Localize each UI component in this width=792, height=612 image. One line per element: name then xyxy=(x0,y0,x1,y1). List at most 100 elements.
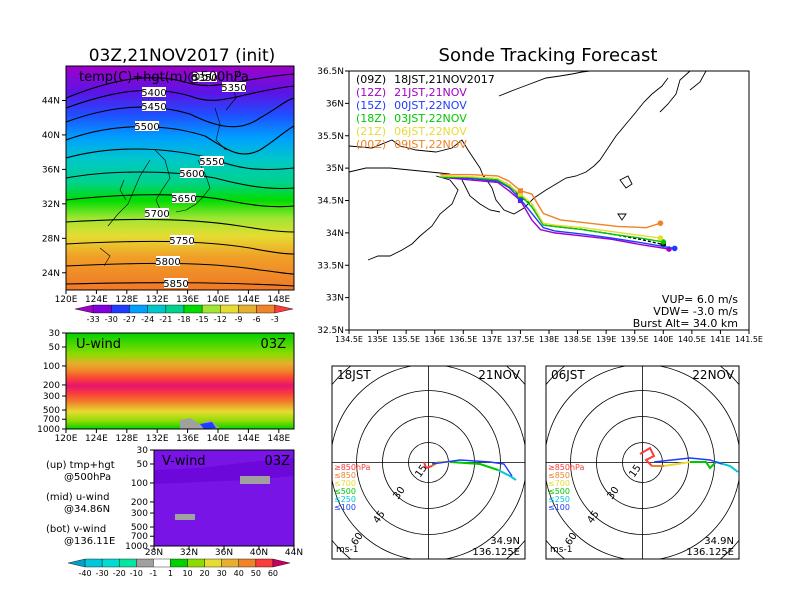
lon-tick-label: 139E xyxy=(596,335,616,344)
note-line: (mid) u-wind xyxy=(46,492,109,503)
temperature-colorbar: -33 -30 -27 -24 -21 -18 -15 -12 -9 -6 -3 xyxy=(74,304,294,324)
hodograph-22nov: 15 30 45 60 06JST 22NOV ≥850hPa ≤850 ≤70… xyxy=(545,365,740,560)
lon-tick-label: 144E xyxy=(237,434,260,444)
pressure-tick-label: 300 xyxy=(131,509,148,519)
lat-tick-label: 36.5N xyxy=(317,67,344,77)
colorbar-swatch xyxy=(129,304,148,314)
vwind-lat-axis: 28N 32N 36N 40N 44N xyxy=(145,546,303,558)
lon-tick-label: 139.5E xyxy=(621,335,649,344)
lon-tick-label: 128E xyxy=(115,295,138,305)
pressure-tick-label: 200 xyxy=(43,381,60,391)
contour-label: 5650 xyxy=(171,194,196,205)
contour-label: 5700 xyxy=(144,209,169,220)
colorbar-label: -12 xyxy=(214,315,227,324)
note-line: @136.11E xyxy=(64,536,115,547)
burst-marker xyxy=(517,191,523,197)
lon-tick-label: 140E xyxy=(207,295,230,305)
colorbar-label: 50 xyxy=(251,569,261,578)
contour-label: 5850 xyxy=(163,279,188,290)
vup-param: VUP= 6.0 m/s xyxy=(662,293,738,306)
level-label: ≤100 xyxy=(548,503,570,512)
lon-tick-label: 124E xyxy=(85,295,108,305)
contour-label: 5550 xyxy=(199,157,224,168)
legend-entry-18z: (18Z) 03JST,22NOV xyxy=(356,112,467,125)
note-line: @500hPa xyxy=(64,472,111,483)
note-line: (up) tmp+hgt xyxy=(46,460,115,471)
lon-tick-label: 148E xyxy=(267,295,290,305)
level-legend: ≥850hPa ≤850 ≤700 ≤500 ≤250 ≤100 xyxy=(548,463,585,512)
temperature-map: 5350 5350 5400 5450 5500 5550 5600 5650 … xyxy=(65,65,295,291)
colorbar-label: -10 xyxy=(130,569,143,578)
coastlines xyxy=(99,69,241,267)
hodograph-lon: 136.125E xyxy=(472,547,520,558)
colorbar-label: 60 xyxy=(268,569,278,578)
colorbar-label: -6 xyxy=(253,315,261,324)
colorbar-swatch xyxy=(256,304,276,314)
colorbar-label: 1 xyxy=(168,569,173,578)
legend-entry-15z: (15Z) 00JST,22NOV xyxy=(356,99,467,112)
colorbar-swatch xyxy=(201,304,221,314)
wind-colorbar: -40 -30 -20 -10 -1 1 10 20 30 40 50 60 xyxy=(67,558,291,578)
vdw-param: VDW= -3.0 m/s xyxy=(653,305,738,318)
colorbar-swatch xyxy=(255,558,274,568)
lon-tick-label: 140E xyxy=(653,335,673,344)
uwind-field xyxy=(66,333,294,429)
contour-labels: 5350 5350 5400 5450 5500 5550 5600 5650 … xyxy=(134,72,247,290)
track-line xyxy=(440,176,670,250)
lon-tick-label: 141E xyxy=(710,335,730,344)
hodograph-trace xyxy=(423,459,517,481)
lat-tick-label: 36N xyxy=(42,165,60,175)
contour-label: 5450 xyxy=(141,102,166,113)
colorbar-swatch xyxy=(183,304,203,314)
colorbar-label: -3 xyxy=(271,315,279,324)
note-line: (bot) v-wind xyxy=(46,524,106,535)
hodograph-date: 21NOV xyxy=(478,368,520,382)
lat-tick-label: 40N xyxy=(250,548,268,558)
hodograph-date: 22NOV xyxy=(692,368,734,382)
colorbar-swatch xyxy=(187,558,205,568)
uwind-negative-area xyxy=(200,422,216,429)
colorbar-label: 40 xyxy=(234,569,244,578)
colorbar-swatch xyxy=(274,304,294,314)
track-line xyxy=(440,175,661,239)
lon-tick-label: 120E xyxy=(55,295,78,305)
track-line xyxy=(440,176,664,243)
colorbar-swatch xyxy=(92,304,112,314)
colorbar-swatch xyxy=(136,558,154,568)
track-map-coastlines xyxy=(348,70,707,261)
colorbar-swatch xyxy=(272,558,291,568)
lat-tick-label: 28N xyxy=(145,548,163,558)
pressure-tick-label: 30 xyxy=(49,329,61,339)
colorbar-swatch xyxy=(220,304,239,314)
colorbar-swatch xyxy=(204,558,222,568)
sonde-params: VUP= 6.0 m/s VDW= -3.0 m/s Burst Alt= 34… xyxy=(633,293,739,330)
colorbar-label: -15 xyxy=(196,315,209,324)
hodograph-time: 18JST xyxy=(337,368,371,382)
level-label: ≤700 xyxy=(548,479,570,488)
colorbar-swatch xyxy=(119,558,137,568)
lon-tick-label: 137E xyxy=(482,335,502,344)
hodograph-time: 06JST xyxy=(551,368,585,382)
colorbar-label: -24 xyxy=(141,315,154,324)
level-label: ≤850 xyxy=(334,471,356,480)
lat-tick-label: 35.5N xyxy=(317,132,344,142)
lon-tick-label: 128E xyxy=(115,434,138,444)
pressure-tick-label: 50 xyxy=(49,343,61,353)
pressure-tick-label: 100 xyxy=(43,362,60,372)
contour-label: 5600 xyxy=(179,169,204,180)
lon-tick-label: 135.5E xyxy=(392,335,420,344)
vwind-section: V-wind 03Z xyxy=(153,449,295,547)
lon-tick-label: 138E xyxy=(539,335,559,344)
track-series xyxy=(440,173,678,252)
lon-tick-label: 136E xyxy=(425,335,445,344)
level-label: ≤250 xyxy=(334,495,356,504)
legend-entry-12z: (12Z) 21JST,21NOV xyxy=(356,86,467,99)
colorbar-label: -9 xyxy=(235,315,243,324)
lat-tick-label: 36N xyxy=(326,99,344,109)
lon-tick-label: 132E xyxy=(146,434,169,444)
left-panel-subtitle: temp(C)+hgt(m)@500hPa xyxy=(79,70,249,85)
landing-point xyxy=(671,245,678,252)
lon-tick-label: 141.5E xyxy=(735,335,763,344)
